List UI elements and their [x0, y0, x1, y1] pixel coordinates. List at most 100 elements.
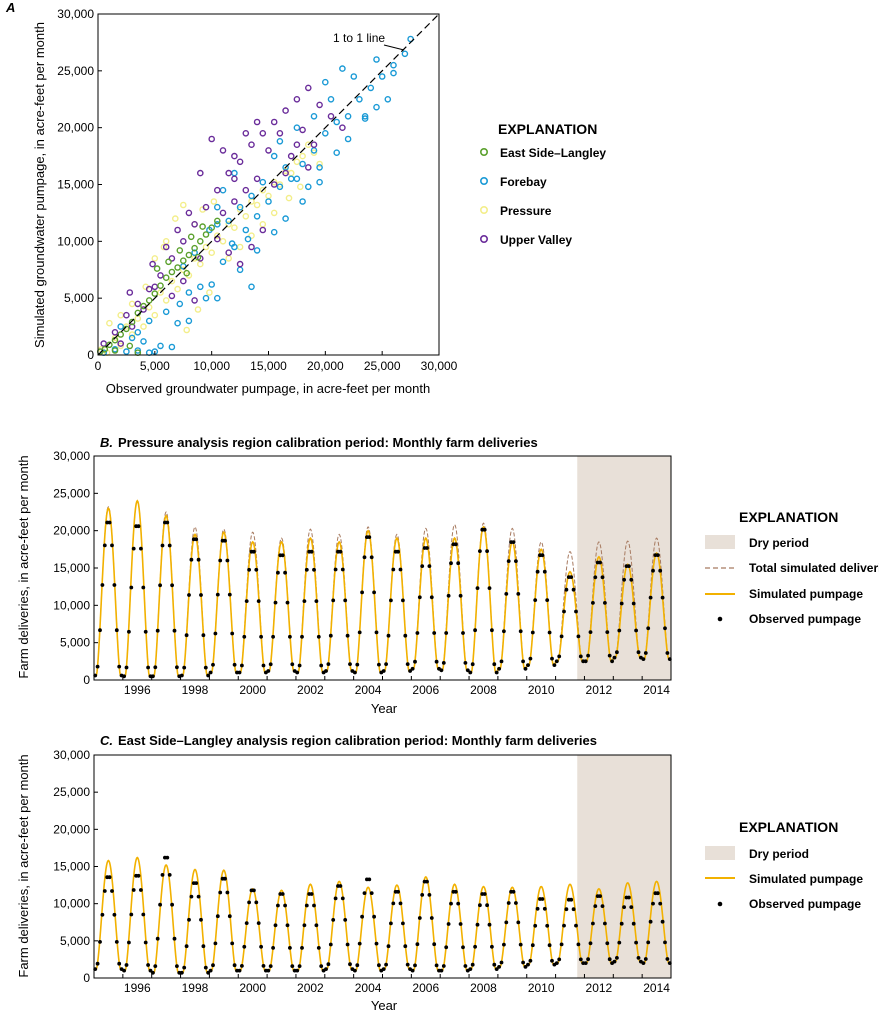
observed-pumpage-point: [603, 921, 607, 926]
observed-pumpage-point: [362, 891, 367, 895]
scatter-point: [162, 274, 170, 282]
scatter-point: [185, 317, 193, 325]
observed-pumpage-point: [172, 628, 177, 633]
scatter-point: [242, 212, 250, 220]
observed-pumpage-point: [641, 657, 646, 661]
observed-pumpage-point: [574, 923, 578, 928]
observed-pumpage-point: [165, 520, 170, 525]
scatter-point: [339, 124, 346, 131]
scatter-point: [236, 203, 244, 211]
observed-pumpage-point: [518, 942, 523, 947]
observed-pumpage-point: [117, 961, 122, 966]
observed-pumpage-point: [143, 940, 148, 945]
observed-pumpage-point: [605, 941, 610, 946]
observed-pumpage-point: [340, 896, 345, 901]
observed-pumpage-point: [586, 653, 590, 658]
observed-pumpage-point: [482, 527, 487, 532]
x-tick-label: 1998: [182, 683, 209, 697]
scatter-point: [185, 209, 193, 217]
observed-pumpage-point: [201, 944, 206, 949]
observed-pumpage-point: [237, 670, 242, 675]
observed-pumpage-point: [569, 897, 574, 902]
scatter-point: [333, 118, 341, 126]
observed-pumpage-point: [504, 920, 509, 925]
legend-label-upper-valley: Upper Valley: [500, 233, 572, 247]
scatter-point: [236, 243, 244, 251]
observed-pumpage-point: [444, 631, 449, 635]
observed-pumpage-point: [622, 905, 626, 909]
observed-pumpage-point: [107, 520, 112, 525]
observed-pumpage-point: [603, 601, 607, 605]
observed-pumpage-point: [148, 968, 153, 973]
dry-period-band: [577, 755, 671, 978]
observed-pumpage-point: [403, 944, 408, 949]
scatter-point: [134, 347, 142, 354]
observed-pumpage-point: [155, 628, 160, 633]
legend-swatch-dry-period: [705, 535, 735, 549]
panel-c-timeseries: C. East Side–Langley analysis region cal…: [16, 733, 863, 1013]
observed-pumpage-point: [425, 546, 429, 550]
scatter-point: [384, 96, 392, 103]
observed-pumpage-point: [218, 558, 223, 563]
observed-pumpage-point: [593, 575, 598, 580]
observed-pumpage-point: [367, 877, 372, 882]
observed-pumpage-point: [571, 907, 576, 912]
panel-b-letter: B.: [100, 435, 113, 450]
scatter-point: [117, 323, 124, 330]
scatter-point: [248, 243, 255, 251]
observed-pumpage-point: [463, 964, 468, 968]
observed-pumpage-point: [401, 921, 405, 926]
scatter-point: [344, 135, 352, 143]
observed-pumpage-point: [629, 905, 634, 909]
one-to-one-line: [97, 13, 440, 356]
observed-pumpage-point: [218, 890, 223, 895]
x-tick-label: 2006: [412, 683, 439, 697]
observed-pumpage-point: [280, 553, 285, 558]
panel-a-legend: EXPLANATION East Side–Langley Forebay Pr…: [479, 121, 606, 247]
observed-pumpage-point: [266, 968, 271, 973]
scatter-point: [270, 181, 278, 188]
observed-pumpage-point: [175, 665, 179, 670]
scatter-point: [231, 224, 238, 231]
observed-pumpage-point: [295, 670, 300, 675]
legend-label-total-simulated: Total simulated deliveries: [749, 561, 879, 575]
scatter-point: [145, 285, 153, 293]
scatter-point: [219, 237, 227, 245]
observed-pumpage-point: [326, 962, 331, 967]
y-tick-label: 25,000: [53, 486, 90, 500]
scatter-point: [179, 266, 187, 274]
observed-pumpage-point: [381, 669, 386, 673]
observed-pumpage-point: [389, 598, 393, 603]
panel-b-y-axis-label: Farm deliveries, in acre-feet per month: [16, 455, 31, 678]
observed-pumpage-point: [165, 855, 170, 860]
x-tick-label: 1998: [182, 981, 209, 995]
x-tick-label: 2014: [643, 683, 670, 697]
scatter-point: [168, 268, 176, 276]
panel-c-x-axis-label: Year: [371, 998, 398, 1013]
observed-pumpage-point: [259, 634, 263, 639]
scatter-point: [282, 215, 289, 222]
scatter-point: [176, 247, 184, 254]
scatter-point: [123, 311, 130, 319]
scatter-point: [208, 249, 215, 256]
observed-pumpage-point: [610, 659, 614, 664]
scatter-point: [293, 175, 301, 183]
observed-pumpage-point: [331, 598, 336, 603]
observed-pumpage-point: [252, 888, 256, 893]
x-tick-label: 25,000: [364, 359, 401, 373]
scatter-point: [187, 233, 195, 241]
observed-pumpage-point: [381, 967, 386, 971]
observed-pumpage-point: [345, 633, 350, 638]
observed-pumpage-point: [213, 631, 218, 636]
scatter-point: [327, 96, 335, 103]
x-tick-label: 15,000: [250, 359, 287, 373]
scatter-point: [259, 220, 267, 228]
scatter-point: [316, 101, 323, 109]
scatter-point: [253, 118, 261, 126]
observed-pumpage-point: [326, 662, 331, 666]
scatter-point: [185, 289, 193, 296]
observed-pumpage-point: [643, 957, 648, 961]
observed-pumpage-point: [646, 940, 651, 945]
panel-b-legend: EXPLANATION Dry period Total simulated d…: [705, 509, 879, 626]
